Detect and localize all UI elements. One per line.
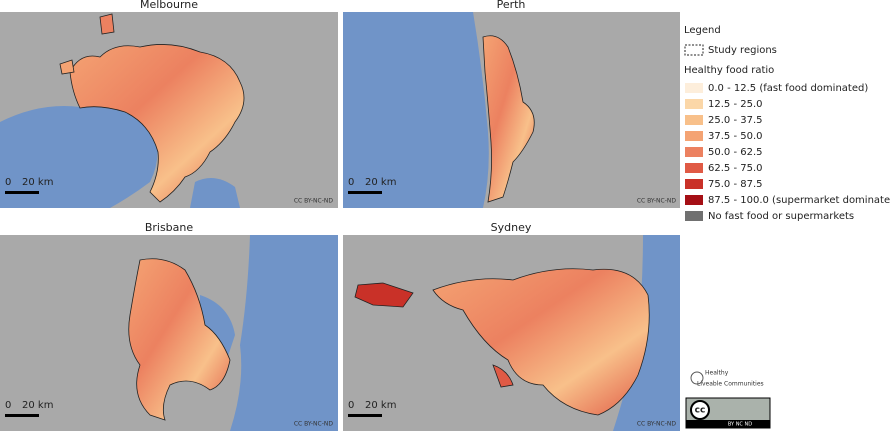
logo-text: Healthy [705,370,729,377]
legend-label: 12.5 - 25.0 [708,99,763,110]
scale-bars: 0 20 km CC BY-NC-ND 0 20 km CC BY-NC-ND 0 20 km… [5,177,676,428]
license: CC BY-NC-ND [294,421,334,428]
legend-swatch [685,115,703,125]
legend-swatch [685,163,703,173]
legend-label: 0.0 - 12.5 (fast food dominated) [708,83,868,94]
map-sydney [343,235,680,431]
legend-label: Study regions [708,45,777,56]
scale-end: 20 km [365,400,396,411]
license: CC BY-NC-ND [637,421,677,428]
license: CC BY-NC-ND [637,198,677,205]
legend-swatch [685,99,703,109]
legend-swatch [685,195,703,205]
cc-text: cc [695,406,706,416]
legend-items: 0.0 - 12.5 (fast food dominated) 12.5 - 2… [685,83,890,222]
map-melbourne [0,12,338,208]
panel-title: Sydney [491,221,532,234]
license: CC BY-NC-ND [294,198,334,205]
legend-title: Legend [684,25,721,36]
logo-text: Liveable Communities [697,381,764,388]
panel-title: Perth [497,0,526,11]
legend-label: 62.5 - 75.0 [708,163,763,174]
cc-terms: BY NC ND [728,422,752,428]
legend-subtitle: Healthy food ratio [684,65,774,76]
scale-start: 0 [348,177,354,188]
logo: Healthy Liveable Communities [690,370,764,388]
scale-start: 0 [5,177,11,188]
map-brisbane [0,235,338,431]
legend-label: 37.5 - 50.0 [708,131,763,142]
legend-label: 87.5 - 100.0 (supermarket dominated) [708,195,890,206]
legend-swatch [685,131,703,141]
cc-badge: cc BY NC ND [685,397,771,429]
scale-start: 0 [5,400,11,411]
legend-label: No fast food or supermarkets [708,211,854,222]
scale-end: 20 km [22,177,53,188]
panel-title: Melbourne [140,0,198,11]
legend-swatch [685,83,703,93]
panel-title: Brisbane [145,221,194,234]
scale-start: 0 [348,400,354,411]
scale-bar [5,191,39,194]
scale-bar [348,191,382,194]
scale-bar [5,414,39,417]
legend-label: 75.0 - 87.5 [708,179,763,190]
legend-label: 50.0 - 62.5 [708,147,763,158]
legend-swatch [685,179,703,189]
scale-end: 20 km [22,400,53,411]
legend-swatch [685,211,703,221]
scale-end: 20 km [365,177,396,188]
legend-label: 25.0 - 37.5 [708,115,763,126]
map-perth [343,12,680,208]
scale-bar [348,414,382,417]
legend-swatch [685,147,703,157]
study-region-swatch [684,44,704,56]
